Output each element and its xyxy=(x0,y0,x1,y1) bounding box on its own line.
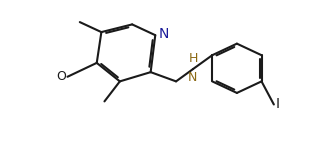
Text: I: I xyxy=(275,97,279,111)
Text: O: O xyxy=(56,70,66,83)
Text: N: N xyxy=(158,27,169,41)
Text: N: N xyxy=(188,71,197,84)
Text: H: H xyxy=(188,52,198,65)
